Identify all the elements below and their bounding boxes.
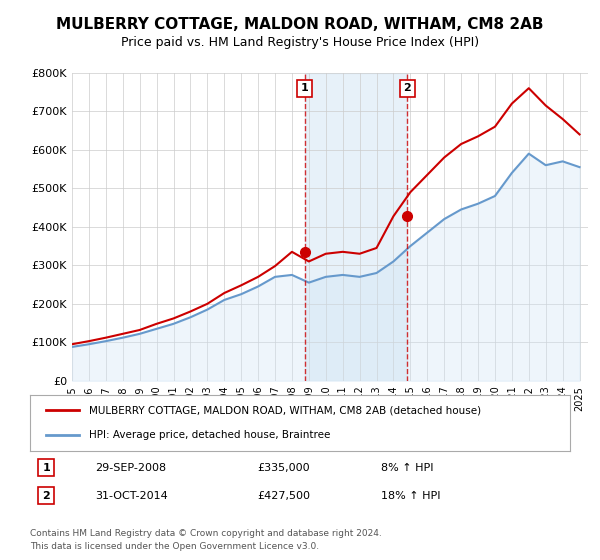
- Text: HPI: Average price, detached house, Braintree: HPI: Average price, detached house, Brai…: [89, 430, 331, 440]
- Text: Price paid vs. HM Land Registry's House Price Index (HPI): Price paid vs. HM Land Registry's House …: [121, 36, 479, 49]
- Text: £427,500: £427,500: [257, 491, 310, 501]
- Text: 2: 2: [43, 491, 50, 501]
- Text: Contains HM Land Registry data © Crown copyright and database right 2024.: Contains HM Land Registry data © Crown c…: [30, 529, 382, 538]
- Text: MULBERRY COTTAGE, MALDON ROAD, WITHAM, CM8 2AB: MULBERRY COTTAGE, MALDON ROAD, WITHAM, C…: [56, 17, 544, 32]
- Text: 29-SEP-2008: 29-SEP-2008: [95, 463, 166, 473]
- Text: 1: 1: [43, 463, 50, 473]
- Text: 1: 1: [301, 83, 308, 93]
- Text: 31-OCT-2014: 31-OCT-2014: [95, 491, 167, 501]
- Text: 18% ↑ HPI: 18% ↑ HPI: [381, 491, 440, 501]
- Text: £335,000: £335,000: [257, 463, 310, 473]
- Text: 8% ↑ HPI: 8% ↑ HPI: [381, 463, 433, 473]
- Text: 2: 2: [404, 83, 412, 93]
- Bar: [305, 73, 407, 381]
- Text: MULBERRY COTTAGE, MALDON ROAD, WITHAM, CM8 2AB (detached house): MULBERRY COTTAGE, MALDON ROAD, WITHAM, C…: [89, 405, 482, 416]
- Text: This data is licensed under the Open Government Licence v3.0.: This data is licensed under the Open Gov…: [30, 542, 319, 551]
